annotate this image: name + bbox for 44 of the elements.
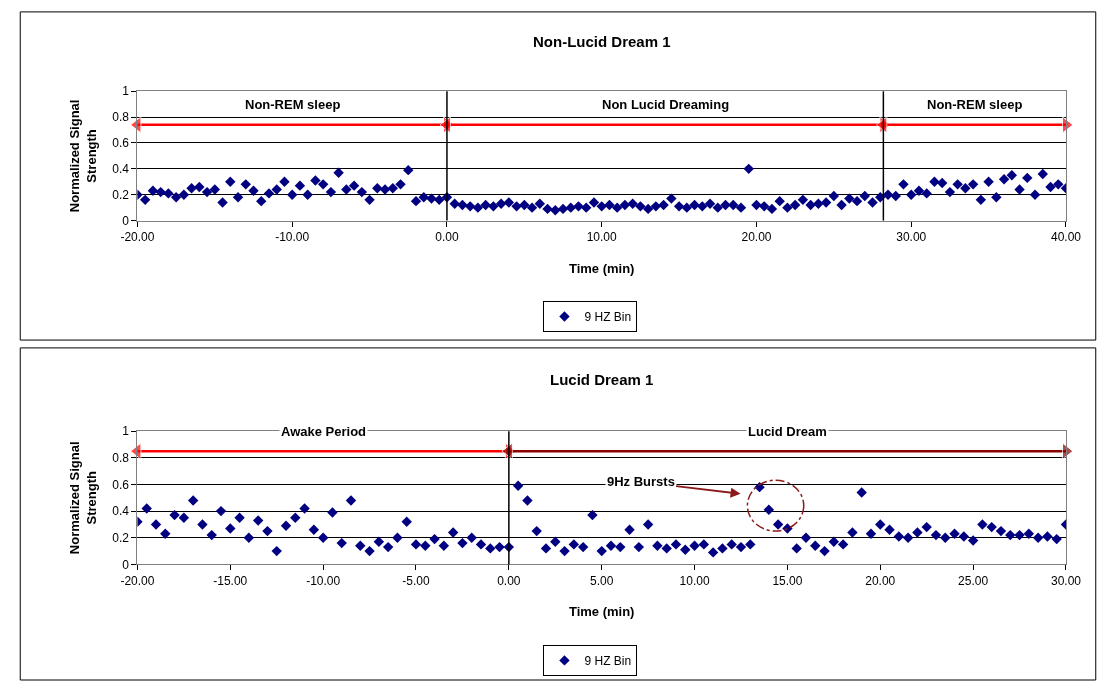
annotation: 9Hz Bursts <box>607 474 675 489</box>
series-label: Non-REM sleep <box>927 97 1023 112</box>
legend-label: 9 HZ Bin <box>584 310 632 325</box>
x-tick-label: 30.00 <box>896 229 927 244</box>
x-tick-label: 30.00 <box>1050 573 1082 588</box>
x-tick-label: 10.00 <box>586 229 618 244</box>
y-tick-label: 0 <box>122 557 130 572</box>
x-tick-label: 20.00 <box>865 573 896 588</box>
x-tick-label: -20.00 <box>120 573 155 588</box>
x-tick-label: -20.00 <box>120 229 155 244</box>
y-axis-title: Normalized Signal Strength <box>67 99 100 213</box>
y-tick-label: 0.8 <box>112 451 130 466</box>
x-tick-label: 20.00 <box>741 229 772 244</box>
y-tick-label: 0.4 <box>112 162 130 177</box>
y-tick-label: 1 <box>122 424 130 439</box>
x-tick-label: 25.00 <box>958 573 989 588</box>
x-tick-label: -10.00 <box>275 229 310 244</box>
series-label: Non Lucid Dreaming <box>602 97 730 112</box>
series-label: Non-REM sleep <box>245 97 341 112</box>
x-axis-title: Time (min) <box>568 260 635 276</box>
x-tick-label: 15.00 <box>772 573 803 588</box>
chart-title: Lucid Dream 1 <box>550 371 654 388</box>
series-label: Awake Period <box>281 424 367 439</box>
y-tick-label: 0.6 <box>112 136 130 151</box>
y-tick-label: 0.4 <box>112 504 130 519</box>
legend-label: 9 HZ Bin <box>584 654 632 669</box>
y-tick-label: 0.8 <box>112 110 130 125</box>
x-tick-label: -5.00 <box>402 573 430 588</box>
y-tick-label: 0 <box>122 213 130 228</box>
x-tick-label: 0.00 <box>497 573 521 588</box>
chart-title: Non-Lucid Dream 1 <box>533 33 671 50</box>
x-tick-label: 5.00 <box>590 573 614 588</box>
y-axis-title: Normalized Signal Strength <box>67 441 100 555</box>
x-tick-label: -10.00 <box>306 573 341 588</box>
x-tick-label: 40.00 <box>1050 229 1082 244</box>
y-tick-label: 0.2 <box>112 530 130 545</box>
series-label: Lucid Dream <box>748 424 827 439</box>
x-tick-label: 0.00 <box>435 229 459 244</box>
x-tick-label: 10.00 <box>679 573 710 588</box>
x-axis-title: Time (min) <box>568 604 635 620</box>
x-tick-label: -15.00 <box>213 573 248 588</box>
y-tick-label: 0.2 <box>112 187 130 202</box>
y-tick-label: 0.6 <box>112 477 130 492</box>
y-tick-label: 1 <box>122 84 130 99</box>
